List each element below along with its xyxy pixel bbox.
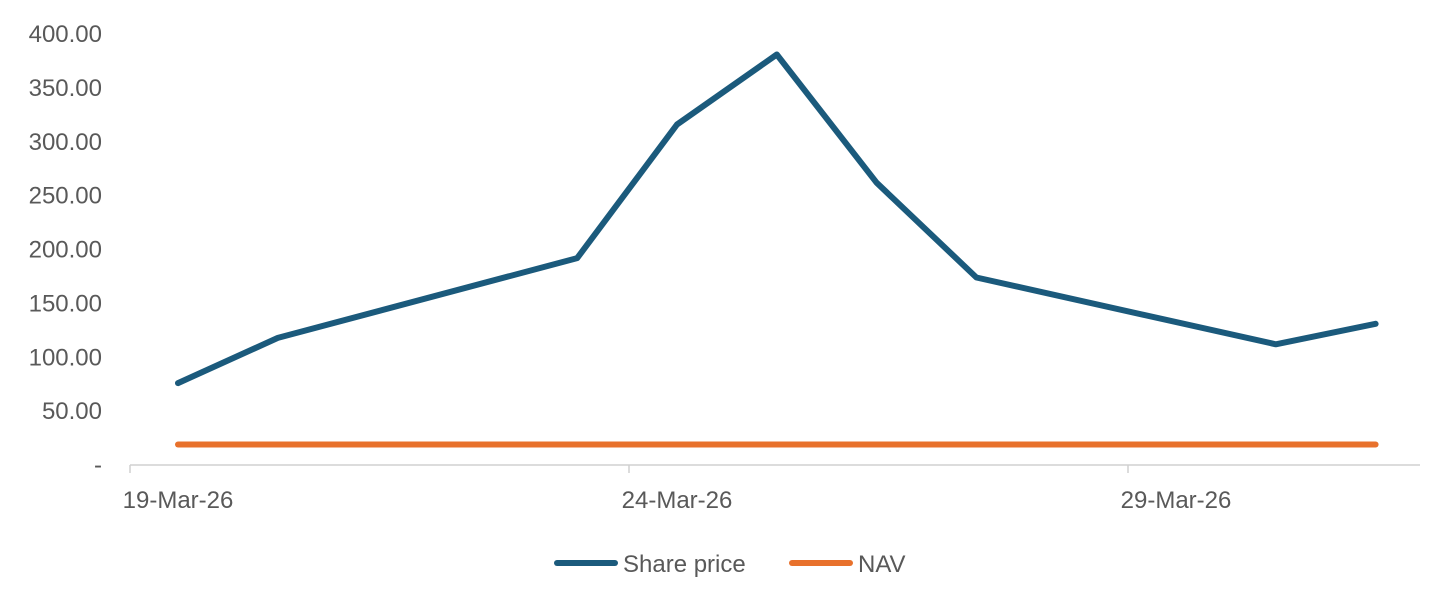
y-tick-label: 150.00 [29,290,102,317]
y-tick-label: 400.00 [29,21,102,48]
legend-label: NAV [858,551,906,578]
legend: Share price NAV [554,551,906,578]
y-tick-label: 50.00 [42,398,102,425]
x-tick-label: 29-Mar-26 [1121,487,1232,514]
legend-label: Share price [623,551,746,578]
y-tick-label: - [94,452,102,479]
series-layer [175,51,1379,448]
y-tick-label: 300.00 [29,129,102,156]
y-tick-label: 350.00 [29,75,102,102]
x-tick-label: 19-Mar-26 [123,487,234,514]
y-tick-label: 250.00 [29,183,102,210]
y-tick-label: 100.00 [29,344,102,371]
y-axis-ticks: - 50.00 100.00 150.00 200.00 250.00 300.00 350.… [29,21,102,479]
x-tick-label: 24-Mar-26 [622,487,733,514]
x-axis: 19-Mar-26 24-Mar-26 29-Mar-26 [123,464,1420,514]
series-line-share-price [175,51,1379,387]
y-tick-label: 200.00 [29,237,102,264]
